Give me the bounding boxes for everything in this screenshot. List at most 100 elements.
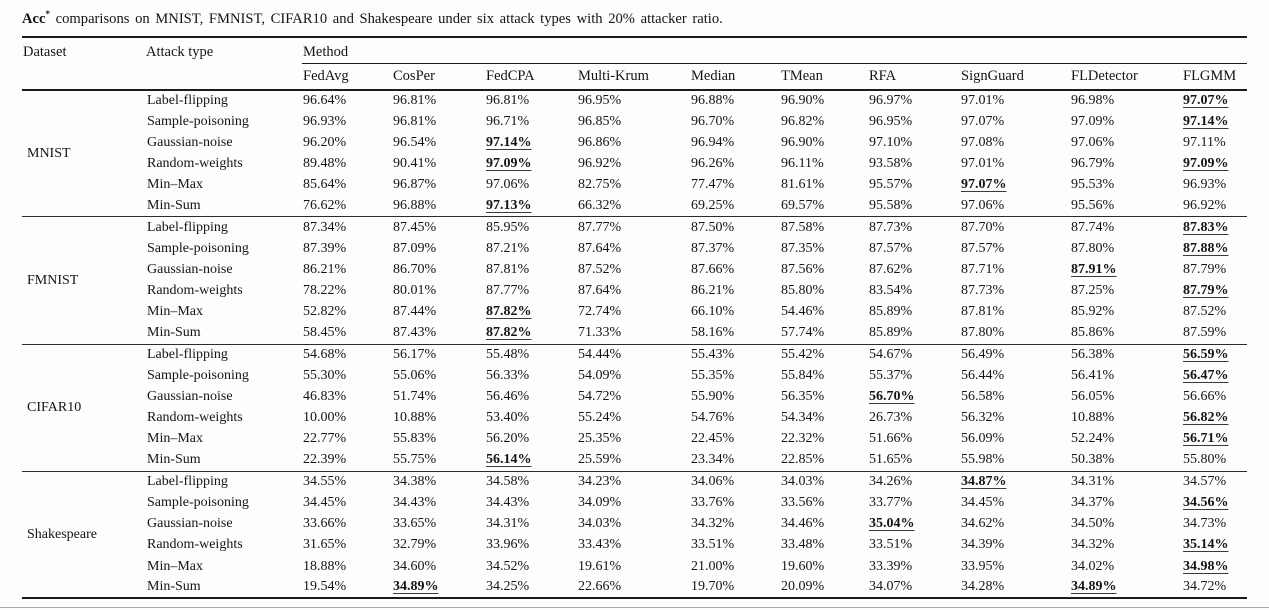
accuracy-value: 85.89% [869,304,913,320]
accuracy-value: 33.48% [781,537,825,553]
accuracy-value: 86.21% [303,261,347,277]
accuracy-value: 87.37% [691,240,735,256]
accuracy-value: 54.34% [781,410,825,426]
accuracy-value: 34.32% [1071,537,1115,553]
col-header-attack-type: Attack type [145,36,302,91]
attack-type-label: Min–Max [147,431,203,447]
attack-type-label: Random-weights [147,410,243,426]
accuracy-value: 95.56% [1071,198,1115,214]
accuracy-value-best: 56.47% [1183,367,1229,383]
table-row-fmnist-6: Min-Sum 58.45% 87.43% 87.82% 71.33% 58.16% 57.… [22,323,1247,344]
dataset-label-mnist: MNIST [27,145,71,161]
accuracy-value-best: 87.88% [1183,240,1229,256]
accuracy-value-best: 97.07% [961,177,1007,193]
accuracy-value: 58.16% [691,325,735,341]
accuracy-value: 34.55% [302,470,392,493]
accuracy-value: 54.67% [868,343,960,366]
accuracy-value: 87.09% [393,240,437,256]
accuracy-value: 19.54% [303,579,347,595]
accuracy-value: 25.35% [578,431,622,447]
accuracy-value: 18.88% [303,558,347,574]
accuracy-value: 87.52% [578,261,622,277]
accuracy-value: 56.09% [961,431,1005,447]
col-header-median: Median [690,63,780,91]
caption-text: comparisons on MNIST, FMNIST, CIFAR10 an… [50,10,723,27]
accuracy-value: 96.79% [1071,156,1115,172]
col-header-tmean: TMean [780,63,868,91]
accuracy-value: 55.30% [303,367,347,383]
accuracy-value: 54.72% [578,389,622,405]
accuracy-value: 85.80% [781,283,825,299]
attack-type-label: Min-Sum [147,452,201,468]
accuracy-value: 34.46% [781,516,825,532]
accuracy-value-best: 56.14% [486,452,532,468]
accuracy-value: 20.09% [781,579,825,595]
attack-type-label: Min–Max [147,177,203,193]
col-header-fedavg: FedAvg [302,63,392,91]
accuracy-value: 87.58% [780,216,868,239]
accuracy-value: 96.90% [781,92,825,108]
accuracy-value: 85.95% [485,216,577,239]
attack-type-label: Gaussian-noise [147,516,233,532]
accuracy-value: 71.33% [578,325,622,341]
dataset-label-fmnist: FMNIST [22,216,145,345]
accuracy-value: 93.58% [869,156,913,172]
accuracy-value: 87.70% [960,216,1070,239]
accuracy-value: 66.32% [578,198,622,214]
accuracy-value: 56.49% [960,343,1070,366]
accuracy-value: 95.57% [869,177,913,193]
accuracy-value: 33.51% [691,537,735,553]
accuracy-value: 56.44% [961,367,1005,383]
accuracy-value: 55.35% [691,367,735,383]
accuracy-value: 33.77% [869,495,913,511]
accuracy-value-best: 56.59% [1182,343,1248,366]
accuracy-value: 96.81% [486,92,530,108]
accuracy-value: 33.66% [303,516,347,532]
accuracy-value: 56.32% [961,410,1005,426]
accuracy-value: 87.64% [578,240,622,256]
accuracy-value: 87.56% [781,261,825,277]
accuracy-value: 25.59% [578,452,622,468]
accuracy-value: 34.60% [393,558,437,574]
attack-type-label: Label-flipping [147,92,228,108]
accuracy-value: 34.73% [1183,516,1227,532]
accuracy-value: 34.23% [577,470,690,493]
accuracy-value: 87.81% [486,261,530,277]
accuracy-value: 89.48% [303,156,347,172]
accuracy-value: 96.93% [1183,177,1227,193]
accuracy-value: 55.42% [780,343,868,366]
accuracy-value: 51.65% [869,452,913,468]
attack-type-label: Label-flipping [145,216,302,239]
accuracy-value: 31.65% [303,537,347,553]
accuracy-value: 87.81% [961,304,1005,320]
accuracy-value: 96.70% [691,113,735,129]
table-row-cifar10-4: Random-weights 10.00% 10.88% 53.40% 55.24% 54… [22,408,1247,429]
accuracy-value: 96.71% [486,113,530,129]
accuracy-value: 87.59% [1183,325,1227,341]
accuracy-value: 97.10% [869,134,913,150]
accuracy-value: 22.32% [781,431,825,447]
caption-metric: Acc* [22,9,50,27]
accuracy-value: 34.28% [961,579,1005,595]
accuracy-value: 97.01% [961,92,1005,108]
table-row-mnist-3: Gaussian-noise 96.20% 96.54% 97.14% 96.86% 96… [22,132,1247,153]
accuracy-value-best: 34.98% [1183,558,1229,574]
accuracy-value: 55.75% [393,452,437,468]
accuracy-value-best: 87.82% [486,325,532,341]
accuracy-value: 87.25% [1071,283,1115,299]
accuracy-value: 56.17% [392,343,485,366]
accuracy-value: 56.33% [486,367,530,383]
accuracy-value: 96.11% [781,156,824,172]
accuracy-value-best: 34.87% [960,470,1070,493]
col-header-flgmm: FLGMM [1182,63,1248,91]
accuracy-value: 56.05% [1071,389,1115,405]
accuracy-value-best: 56.70% [869,389,915,405]
table-row-mnist-4: Random-weights 89.48% 90.41% 97.09% 96.92% 96… [22,153,1247,174]
accuracy-value: 55.48% [485,343,577,366]
col-header-rfa: RFA [868,63,960,91]
accuracy-value: 51.66% [869,431,913,447]
bottom-divider [0,607,1269,608]
accuracy-value: 87.77% [486,283,530,299]
accuracy-value-best: 87.83% [1182,216,1248,239]
accuracy-value: 87.79% [1183,261,1227,277]
